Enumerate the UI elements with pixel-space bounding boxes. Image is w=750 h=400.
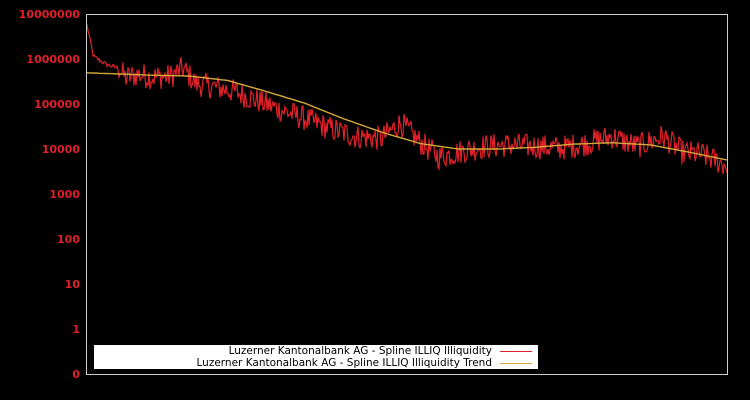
legend-swatch-illiquidity	[500, 351, 532, 352]
legend-label-illiquidity: Luzerner Kantonalbank AG - Spline ILLIQ …	[228, 345, 492, 357]
y-tick-label: 100000	[34, 98, 80, 111]
chart-legend: Luzerner Kantonalbank AG - Spline ILLIQ …	[94, 345, 538, 369]
y-tick-label: 1000	[49, 188, 80, 201]
trend-line	[86, 72, 728, 161]
plot-frame	[86, 14, 728, 375]
legend-label-trend: Luzerner Kantonalbank AG - Spline ILLIQ …	[196, 357, 493, 369]
legend-swatch-trend	[500, 363, 532, 364]
y-tick-label: 1	[72, 323, 80, 336]
y-tick-label: 10000	[41, 143, 80, 156]
y-tick-label: 10000000	[18, 8, 80, 21]
y-tick-label: 1000000	[26, 53, 80, 66]
y-tick-label: 100	[57, 233, 80, 246]
plot-series	[86, 24, 728, 175]
y-tick-label: 10	[64, 278, 80, 291]
y-tick-label: 0	[72, 368, 80, 381]
